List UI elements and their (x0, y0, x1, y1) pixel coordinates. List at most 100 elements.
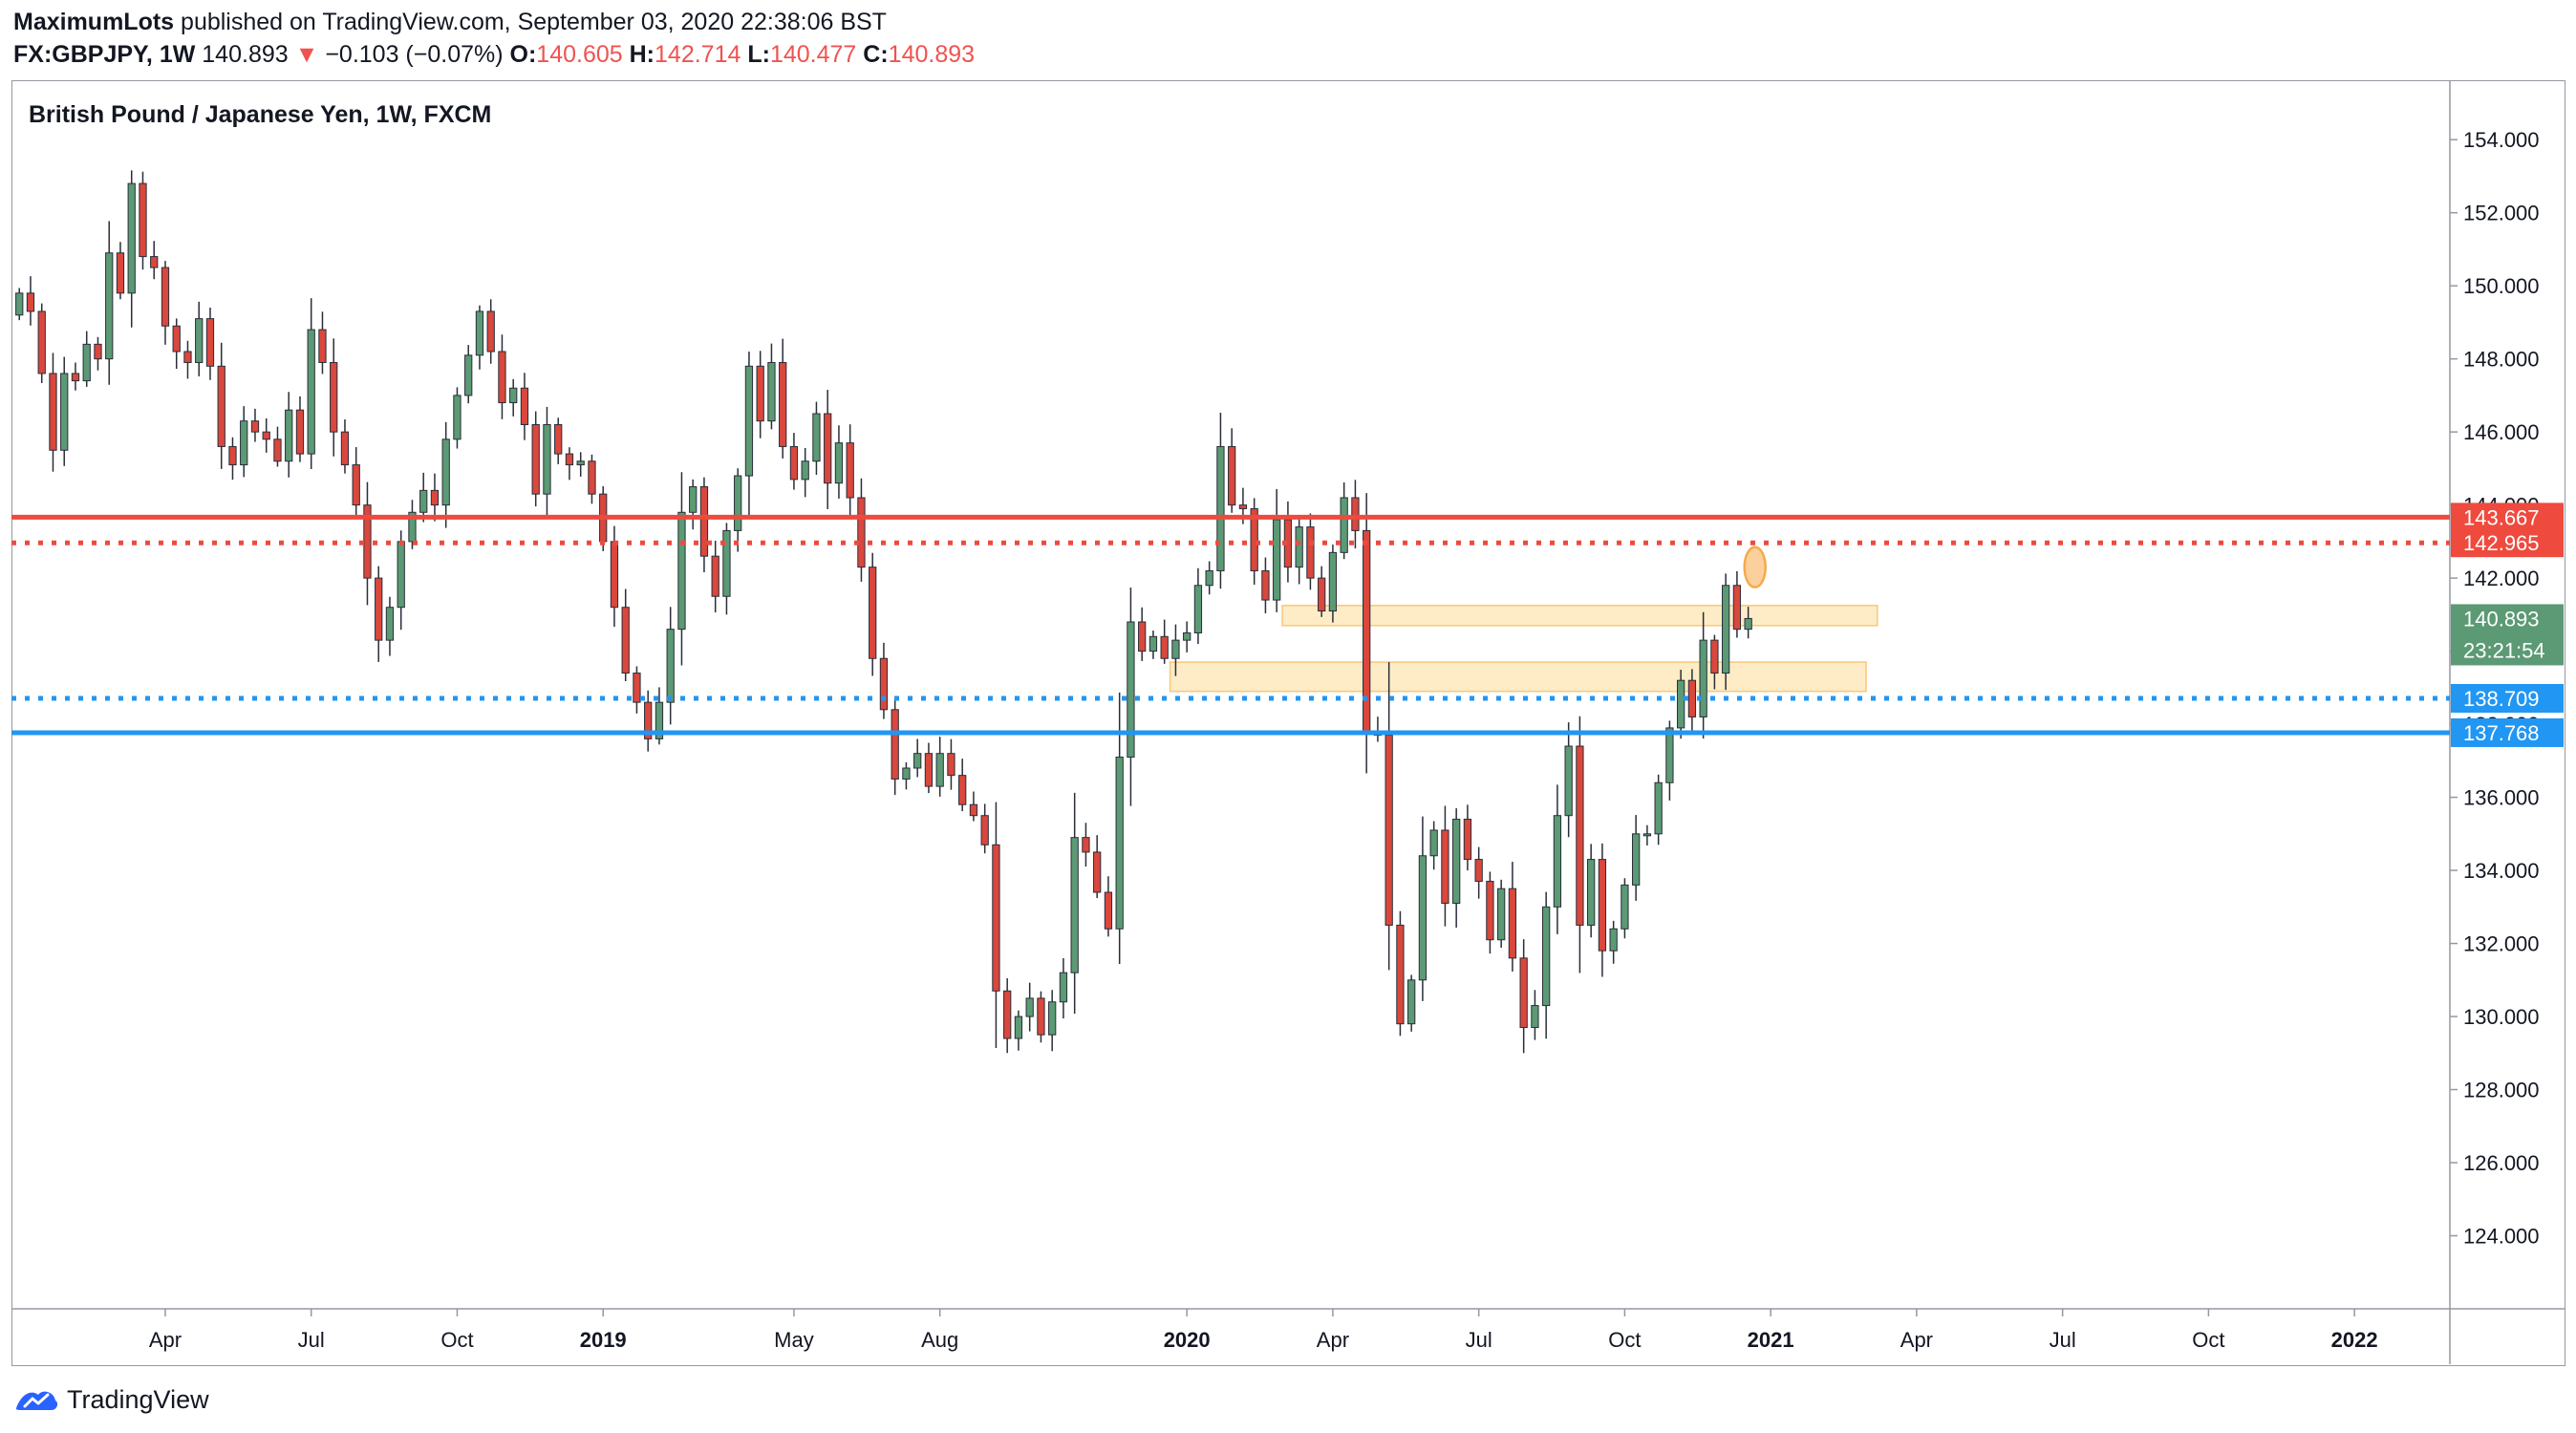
last-price-tag: 140.893 (2463, 607, 2540, 631)
candle (1497, 879, 1506, 949)
price-tag-143-667-bg (2451, 503, 2564, 532)
candle-body-up (1340, 497, 1348, 553)
candle (1542, 891, 1551, 1039)
candle (1115, 692, 1124, 965)
candle-body-down (699, 486, 709, 557)
candle-body-up (1014, 1016, 1023, 1039)
candle-body-up (464, 354, 473, 396)
candle (49, 353, 57, 472)
candle (1621, 878, 1629, 939)
candle-body-down (1003, 990, 1012, 1039)
candle-body-down (217, 365, 225, 447)
candle (1508, 862, 1517, 972)
candle-body-up (666, 629, 675, 703)
candle-body-down (1576, 745, 1584, 926)
candle (1519, 939, 1528, 1054)
candle (250, 408, 260, 442)
candle (1576, 716, 1584, 973)
candle (1160, 619, 1169, 664)
y-tick-label: 142.000 (2463, 567, 2540, 590)
support-zone-2 (1169, 661, 1867, 693)
candle (1385, 662, 1393, 971)
candle (1732, 570, 1742, 638)
candle (330, 338, 338, 457)
candle-body-down (824, 413, 832, 484)
high-value: 142.714 (655, 41, 741, 68)
candle (408, 500, 417, 549)
x-tick-label: Oct (440, 1328, 473, 1352)
x-tick-label: 2021 (1748, 1328, 1794, 1352)
candle (779, 338, 787, 459)
candle (992, 802, 1000, 1049)
candle (1722, 573, 1730, 691)
y-tick-label: 124.000 (2463, 1225, 2540, 1249)
candle (935, 737, 944, 797)
candle (273, 426, 282, 467)
candle (869, 552, 877, 676)
candle-body-down (756, 365, 764, 422)
candle-body-up (1452, 819, 1461, 904)
candle (531, 411, 540, 507)
candle-body-down (94, 343, 102, 360)
x-tick-label: Apr (1900, 1328, 1933, 1352)
candle (397, 530, 405, 631)
candle-body-up (1183, 631, 1191, 641)
candle-body-down (1037, 997, 1045, 1036)
candle (924, 742, 934, 794)
candle-body-down (992, 844, 1000, 992)
candle (116, 242, 125, 300)
candle-body-up (744, 365, 754, 477)
candle-body-down (150, 256, 159, 268)
candle (1441, 805, 1449, 927)
candle-body-up (1699, 639, 1707, 717)
x-tick-label: 2020 (1164, 1328, 1211, 1352)
candle-body-up (1553, 815, 1562, 908)
candle-body-up (1127, 621, 1135, 759)
symbol-legend: FX:GBPJPY, 1W 140.893 ▼ −0.103 (−0.07%) … (13, 38, 975, 71)
candle-body-up (1542, 906, 1551, 1007)
candle (1193, 567, 1203, 645)
candle-body-up (1677, 679, 1685, 729)
candle-body-up (1328, 551, 1338, 612)
candle-body-down (26, 292, 35, 312)
candle (363, 481, 372, 606)
candle (1070, 792, 1079, 1015)
x-tick-label: Oct (2192, 1328, 2224, 1352)
candle-body-up (834, 442, 844, 484)
x-tick-label: Jul (298, 1328, 325, 1352)
last-price: 140.893 (202, 41, 289, 68)
candle-body-down (1598, 859, 1607, 952)
candle (1205, 561, 1213, 595)
candle-body-down (172, 325, 181, 353)
candle (891, 697, 899, 796)
candle (1699, 611, 1707, 739)
candle-body-down (711, 555, 719, 597)
candle (1295, 515, 1303, 585)
publisher-name[interactable]: MaximumLots (13, 9, 175, 35)
price-tag-137-768: 137.768 (2463, 721, 2540, 745)
candle-body-up (1642, 833, 1652, 837)
candle-body-up (82, 343, 91, 382)
candle-body-up (15, 292, 24, 316)
candle (509, 378, 518, 417)
candle-body-down (1486, 881, 1494, 941)
candle (183, 340, 192, 379)
candle-body-up (307, 329, 315, 455)
symbol-label[interactable]: FX:GBPJPY, 1W (13, 41, 196, 68)
candle-body-down (969, 803, 978, 817)
tradingview-brand[interactable]: TradingView (67, 1384, 209, 1414)
candle (498, 334, 506, 419)
candle-body-down (340, 431, 350, 466)
candle-body-up (285, 409, 293, 462)
candle (699, 477, 709, 573)
candle (1677, 670, 1685, 739)
candle-body-up (1273, 519, 1281, 601)
candle (1587, 844, 1596, 938)
candle (15, 288, 24, 321)
candle-body-up (722, 529, 731, 597)
candle-body-down (1363, 529, 1371, 733)
candle (340, 419, 350, 474)
candle (228, 437, 237, 481)
candle (520, 373, 529, 440)
